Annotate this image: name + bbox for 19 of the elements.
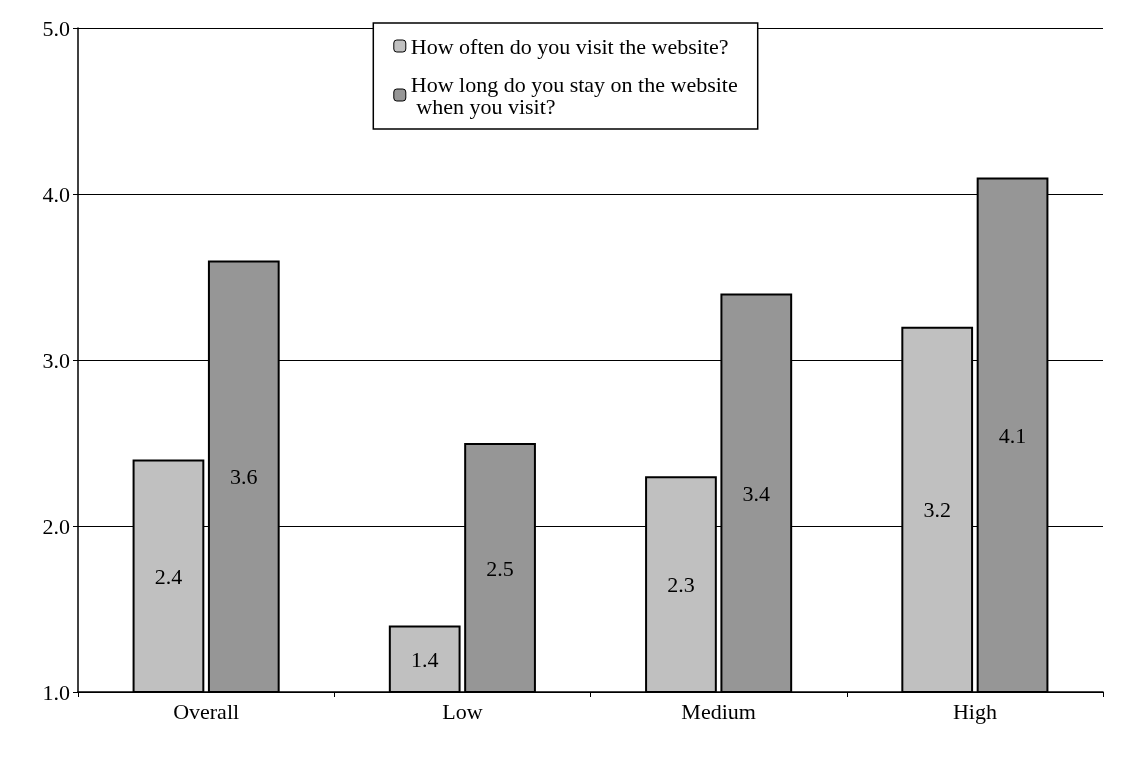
data-label: 4.1: [998, 422, 1027, 448]
y-tick-label: 2.0: [42, 513, 70, 539]
y-tick-label: 1.0: [42, 679, 70, 705]
data-label: 3.4: [742, 480, 771, 506]
legend-label: How long do you stay on the website when you visit?: [410, 71, 738, 119]
y-tick-label: 3.0: [42, 347, 70, 373]
x-tick-label: Overall: [173, 698, 240, 724]
x-tick-label: Low: [442, 698, 483, 724]
data-label: 3.2: [923, 497, 951, 523]
data-label: 2.3: [667, 572, 695, 598]
x-tick-label: Medium: [681, 698, 756, 724]
data-label: 1.4: [410, 646, 439, 672]
x-tick-label: High: [952, 698, 997, 724]
legend-label: How often do you visit the website?: [410, 33, 729, 59]
y-tick-label: 4.0: [42, 181, 70, 207]
data-label: 2.4: [154, 563, 183, 589]
data-label: 2.5: [486, 555, 514, 581]
data-label: 3.6: [230, 464, 258, 490]
y-tick-label: 5.0: [42, 15, 70, 41]
